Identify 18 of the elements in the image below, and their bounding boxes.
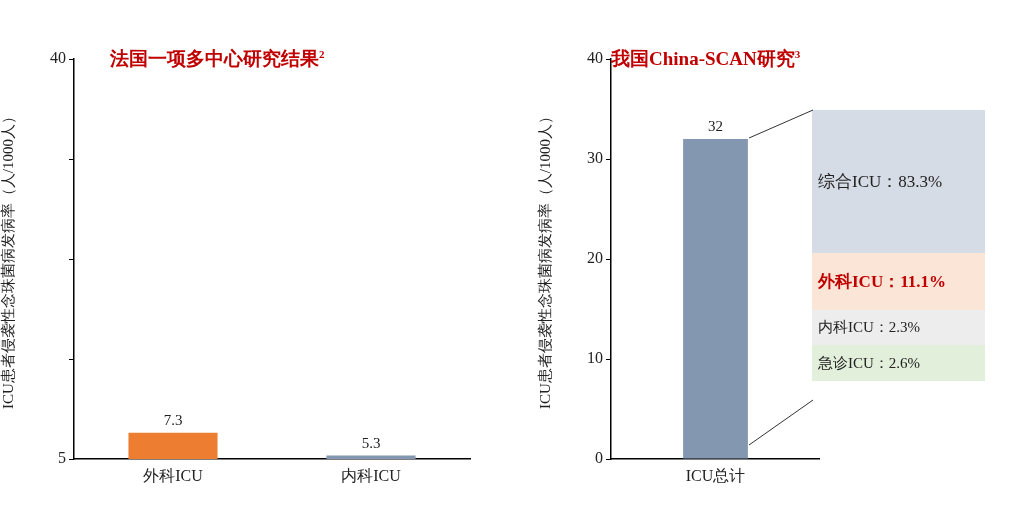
data-label: 7.3 [163, 412, 183, 429]
y-tick-label: 40 [50, 49, 66, 67]
y-tick-label: 10 [587, 349, 603, 367]
y-axis-title: ICU患者侵袭性念珠菌病发病率（人/1000人） [536, 109, 553, 409]
y-tick-label: 20 [587, 249, 603, 267]
x-tick-label: 外科ICU [143, 466, 204, 484]
data-label: 32 [708, 118, 723, 135]
y-tick-label: 40 [587, 49, 603, 67]
x-tick-label: ICU总计 [685, 466, 746, 484]
chart-title: 法国一项多中心研究结果$^{2}$ [110, 46, 325, 71]
chart-title: 我国China-SCAN研究$^{3}$ [611, 46, 801, 71]
y-tick-label: 0 [595, 449, 603, 467]
y-tick-label: 5 [58, 449, 66, 467]
y-tick-label: 30 [587, 149, 603, 167]
x-tick-label: 内科ICU [341, 466, 402, 484]
breakdown-panel: 综合ICU：83.3% 外科ICU：11.1% 内科ICU：2.3% 急诊ICU：2.6% [812, 110, 985, 381]
y-axis-title: ICU患者侵袭性念珠菌病发病率（人/1000人） [0, 109, 16, 409]
data-label: 5.3 [361, 435, 381, 452]
